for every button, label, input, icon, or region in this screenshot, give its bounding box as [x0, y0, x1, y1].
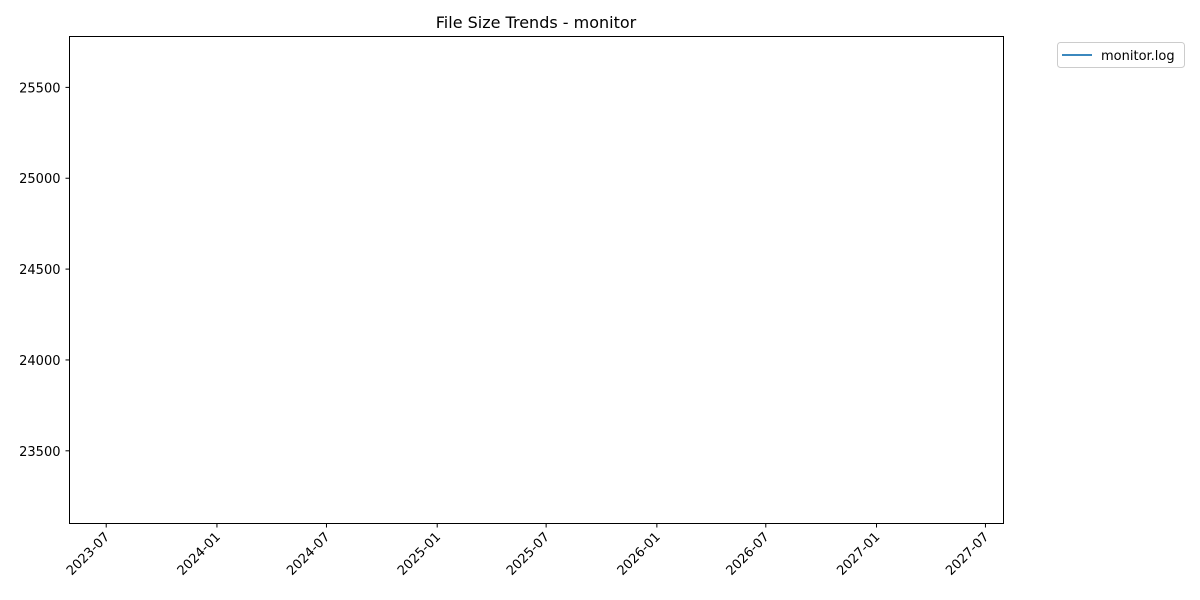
y-tick-label: 25000	[19, 172, 60, 187]
legend: monitor.log	[1057, 42, 1185, 68]
y-axis: 23500 24000 24500 25000 25500	[19, 81, 70, 460]
y-tick-label: 23500	[19, 445, 60, 460]
legend-label-monitor-log: monitor.log	[1101, 49, 1175, 64]
y-tick-label: 24500	[19, 263, 60, 278]
chart-title: File Size Trends - monitor	[436, 13, 637, 32]
plot-frame	[69, 36, 1004, 524]
y-tick-label: 24000	[19, 354, 60, 369]
y-tick-label: 25500	[19, 81, 60, 96]
legend-box	[1057, 42, 1185, 68]
